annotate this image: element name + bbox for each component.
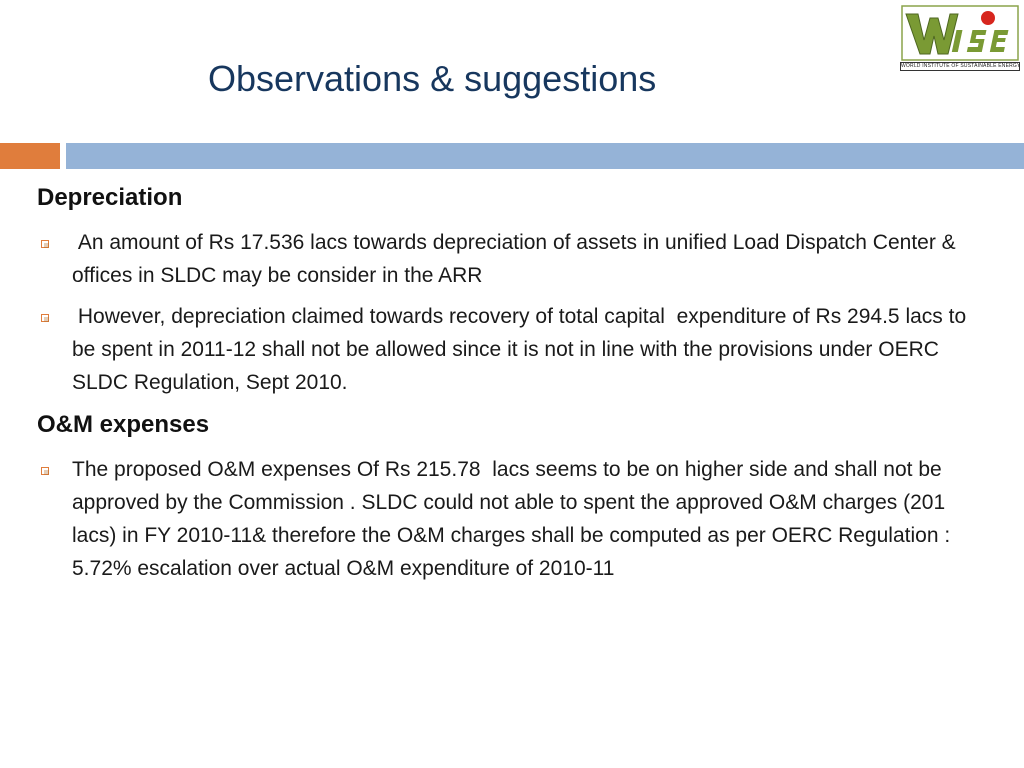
list-item: An amount of Rs 17.536 lacs towards depr… xyxy=(37,226,977,292)
wise-logo-mark-icon xyxy=(901,5,1019,61)
square-bullet-icon xyxy=(41,467,49,475)
square-bullet-icon xyxy=(41,314,49,322)
logo-tagline: WORLD INSTITUTE OF SUSTAINABLE ENERGY xyxy=(900,62,1020,71)
depreciation-list: An amount of Rs 17.536 lacs towards depr… xyxy=(37,226,977,399)
bullet-text: However, depreciation claimed towards re… xyxy=(72,305,972,394)
accent-bar-orange xyxy=(0,143,60,169)
list-item: The proposed O&M expenses Of Rs 215.78 l… xyxy=(37,453,977,585)
slide-content: Depreciation An amount of Rs 17.536 lacs… xyxy=(37,180,977,593)
bullet-text: An amount of Rs 17.536 lacs towards depr… xyxy=(72,231,962,287)
list-item: However, depreciation claimed towards re… xyxy=(37,300,977,399)
wise-logo: WORLD INSTITUTE OF SUSTAINABLE ENERGY xyxy=(900,4,1020,72)
om-expenses-list: The proposed O&M expenses Of Rs 215.78 l… xyxy=(37,453,977,585)
slide-title: Observations & suggestions xyxy=(208,58,657,99)
section-heading-om-expenses: O&M expenses xyxy=(37,411,210,438)
section-heading-depreciation: Depreciation xyxy=(37,184,183,211)
bullet-text: The proposed O&M expenses Of Rs 215.78 l… xyxy=(72,458,962,580)
accent-bar-blue xyxy=(66,143,1024,169)
square-bullet-icon xyxy=(41,240,49,248)
